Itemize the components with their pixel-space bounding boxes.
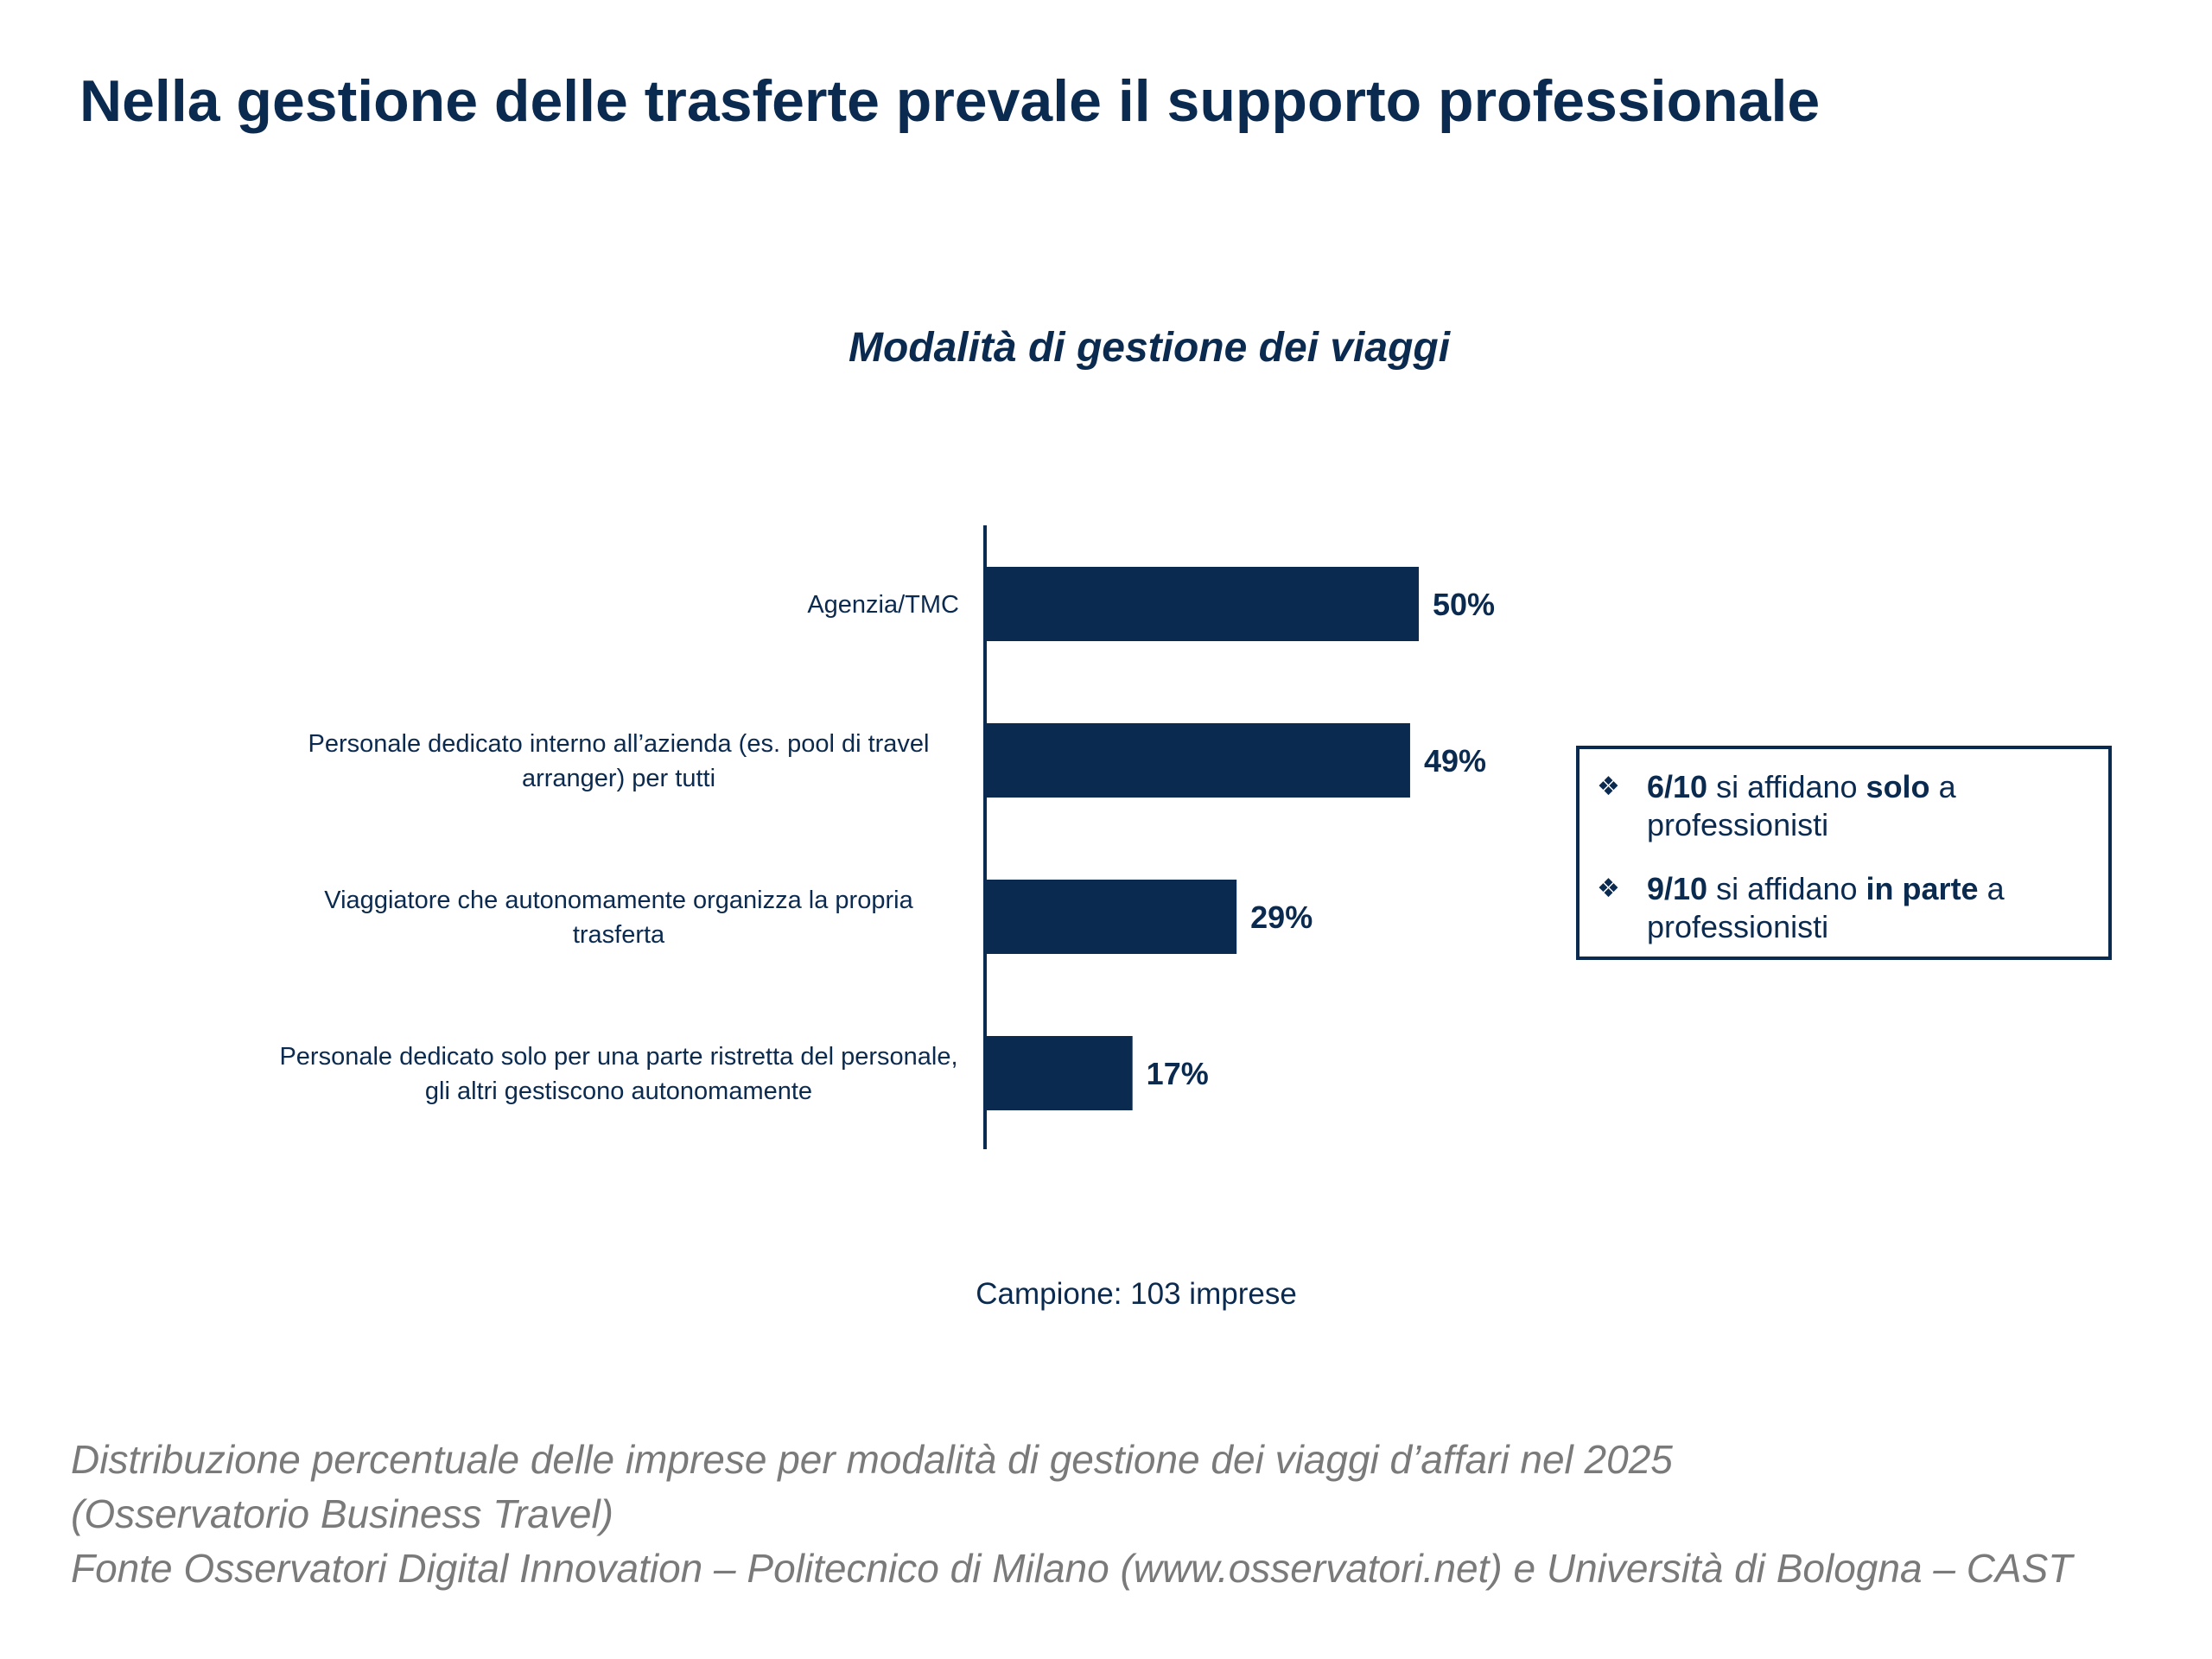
- data-label: 49%: [1424, 743, 1486, 779]
- figure-caption: Distribuzione percentuale delle imprese …: [71, 1433, 2205, 1596]
- category-label: Agenzia/TMC: [807, 591, 959, 619]
- sample-size-note: Campione: 103 imprese: [976, 1277, 1297, 1311]
- bar: [985, 723, 1410, 798]
- caption-line: Fonte Osservatori Digital Innovation – P…: [71, 1546, 2073, 1591]
- insight-item: ❖ 9/10 si affidano in parte a profession…: [1597, 870, 2091, 946]
- bar-chart: 50% Agenzia/TMC 49% Personale dedicato inte…: [279, 525, 1495, 1149]
- bar: [985, 1036, 1133, 1110]
- data-label: 17%: [1147, 1056, 1209, 1091]
- category-label: Viaggiatore che autonomamente organizza …: [324, 887, 913, 949]
- diamond-bullet-icon: ❖: [1597, 772, 1620, 801]
- insight-box: ❖ 6/10 si affidano solo a professionisti…: [1576, 746, 2112, 960]
- data-label: 29%: [1250, 899, 1313, 935]
- category-label: Personale dedicato interno all’azienda (…: [308, 730, 930, 792]
- data-label: 50%: [1433, 587, 1495, 622]
- insight-item: ❖ 6/10 si affidano solo a professionisti: [1597, 768, 2091, 844]
- diamond-bullet-icon: ❖: [1597, 874, 1620, 903]
- bar: [985, 880, 1237, 954]
- caption-line: Distribuzione percentuale delle imprese …: [71, 1437, 1673, 1482]
- chart-title: Modalità di gestione dei viaggi: [848, 325, 1451, 371]
- insight-text: 9/10 si affidano in parte a professionis…: [1647, 871, 2005, 944]
- insight-text: 6/10 si affidano solo a professionisti: [1647, 769, 1956, 842]
- bar: [985, 567, 1419, 641]
- page-title: Nella gestione delle trasferte prevale i…: [79, 68, 1821, 134]
- category-label: Personale dedicato solo per una parte ri…: [279, 1043, 957, 1105]
- caption-line: (Osservatorio Business Travel): [71, 1491, 613, 1536]
